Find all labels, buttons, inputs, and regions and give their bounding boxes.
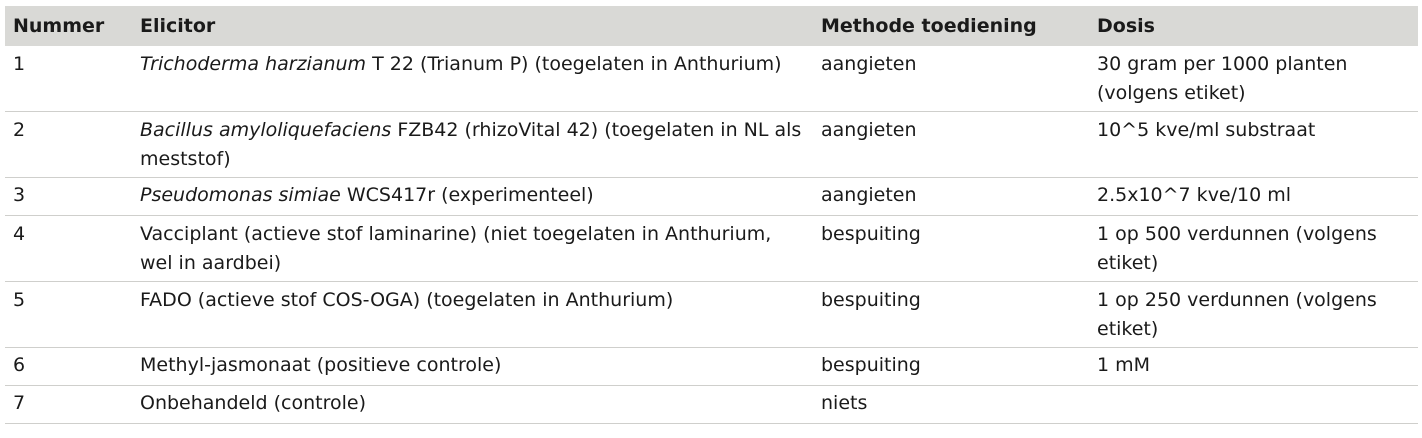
header-elicitor: Elicitor bbox=[132, 6, 813, 46]
elicitor-description: Vacciplant (actieve stof laminarine) (ni… bbox=[140, 223, 772, 274]
header-dosis: Dosis bbox=[1089, 6, 1418, 46]
cell-methode: aangieten bbox=[813, 111, 1089, 178]
table-row: 6 Methyl-jasmonaat (positieve controle) … bbox=[5, 347, 1418, 386]
header-methode-toediening: Methode toediening bbox=[813, 6, 1089, 46]
cell-methode: aangieten bbox=[813, 177, 1089, 216]
cell-methode: bespuiting bbox=[813, 281, 1089, 348]
cell-dosis: 2.5x10^7 kve/10 ml bbox=[1089, 177, 1418, 216]
cell-elicitor: FADO (actieve stof COS-OGA) (toegelaten … bbox=[132, 281, 813, 348]
cell-nummer: 3 bbox=[5, 177, 132, 216]
cell-dosis: 10^5 kve/ml substraat bbox=[1089, 111, 1418, 178]
elicitor-description: Methyl-jasmonaat (positieve controle) bbox=[140, 354, 502, 376]
elicitor-description: FADO (actieve stof COS-OGA) (toegelaten … bbox=[140, 289, 674, 311]
elicitor-table: Nummer Elicitor Methode toediening Dosis… bbox=[5, 6, 1418, 424]
table-row: 5 FADO (actieve stof COS-OGA) (toegelate… bbox=[5, 281, 1418, 348]
cell-nummer: 6 bbox=[5, 347, 132, 386]
cell-elicitor: Pseudomonas simiae WCS417r (experimentee… bbox=[132, 177, 813, 216]
cell-elicitor: Trichoderma harzianum T 22 (Trianum P) (… bbox=[132, 46, 813, 112]
cell-dosis: 30 gram per 1000 planten (volgens etiket… bbox=[1089, 46, 1418, 112]
cell-nummer: 1 bbox=[5, 46, 132, 112]
cell-methode: bespuiting bbox=[813, 347, 1089, 386]
table-row: 7 Onbehandeld (controle) niets bbox=[5, 385, 1418, 424]
cell-dosis: 1 op 500 verdunnen (volgens etiket) bbox=[1089, 215, 1418, 282]
cell-nummer: 4 bbox=[5, 215, 132, 282]
elicitor-description: Onbehandeld (controle) bbox=[140, 392, 366, 414]
elicitor-table-container: Nummer Elicitor Methode toediening Dosis… bbox=[5, 6, 1418, 424]
elicitor-description: WCS417r (experimenteel) bbox=[340, 184, 594, 206]
elicitor-species: Bacillus amyloliquefaciens bbox=[140, 119, 392, 141]
cell-elicitor: Onbehandeld (controle) bbox=[132, 385, 813, 424]
cell-dosis: 1 mM bbox=[1089, 347, 1418, 386]
cell-elicitor: Methyl-jasmonaat (positieve controle) bbox=[132, 347, 813, 386]
cell-nummer: 2 bbox=[5, 111, 132, 178]
header-nummer: Nummer bbox=[5, 6, 132, 46]
cell-dosis: 1 op 250 verdunnen (volgens etiket) bbox=[1089, 281, 1418, 348]
cell-nummer: 7 bbox=[5, 385, 132, 424]
elicitor-description: FZB42 (rhizoVital 42) (toegelaten in NL … bbox=[140, 119, 802, 170]
table-row: 3 Pseudomonas simiae WCS417r (experiment… bbox=[5, 177, 1418, 216]
cell-methode: aangieten bbox=[813, 46, 1089, 112]
cell-dosis bbox=[1089, 385, 1418, 424]
elicitor-description: T 22 (Trianum P) (toegelaten in Anthuriu… bbox=[366, 53, 782, 75]
table-row: 4 Vacciplant (actieve stof laminarine) (… bbox=[5, 215, 1418, 282]
elicitor-species: Pseudomonas simiae bbox=[140, 184, 341, 206]
cell-methode: niets bbox=[813, 385, 1089, 424]
cell-methode: bespuiting bbox=[813, 215, 1089, 282]
elicitor-species: Trichoderma harzianum bbox=[140, 53, 367, 75]
table-header-row: Nummer Elicitor Methode toediening Dosis bbox=[5, 6, 1418, 46]
table-row: 2 Bacillus amyloliquefaciens FZB42 (rhiz… bbox=[5, 111, 1418, 178]
cell-elicitor: Bacillus amyloliquefaciens FZB42 (rhizoV… bbox=[132, 111, 813, 178]
table-row: 1 Trichoderma harzianum T 22 (Trianum P)… bbox=[5, 46, 1418, 112]
cell-nummer: 5 bbox=[5, 281, 132, 348]
cell-elicitor: Vacciplant (actieve stof laminarine) (ni… bbox=[132, 215, 813, 282]
